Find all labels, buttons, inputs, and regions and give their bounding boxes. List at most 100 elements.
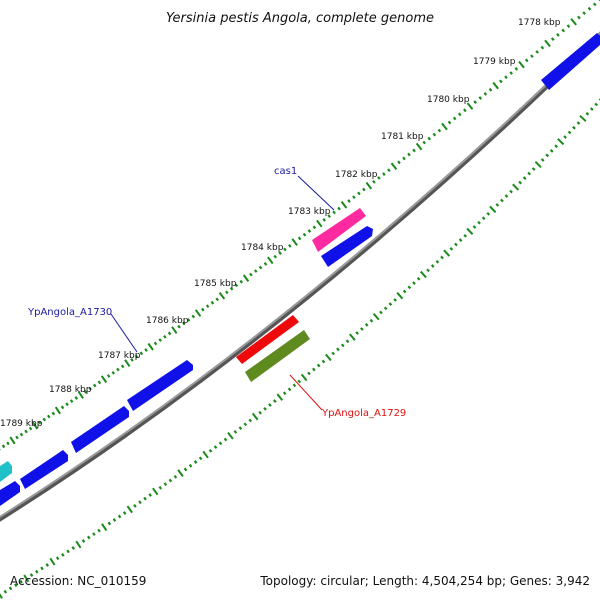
- scale-label-1782: 1782 kbp: [335, 170, 378, 180]
- outer-tick: [332, 210, 336, 215]
- gene-A1729-olive[interactable]: [245, 330, 310, 382]
- inner-tick: [251, 412, 259, 421]
- inner-tick: [509, 189, 513, 194]
- inner-tick: [534, 160, 542, 169]
- inner-tick: [557, 138, 565, 146]
- inner-tick: [336, 347, 340, 352]
- outer-tick: [544, 39, 551, 48]
- outer-tick: [191, 314, 196, 319]
- outer-tick: [357, 191, 361, 196]
- inner-tick: [152, 487, 159, 496]
- genome-title: Yersinia pestis Angola, complete genome: [166, 11, 434, 26]
- outer-tick: [100, 375, 108, 384]
- a1730-label[interactable]: YpAngola_A1730: [27, 307, 112, 318]
- inner-tick: [86, 535, 91, 540]
- inner-tick: [173, 474, 178, 479]
- outer-tick: [1, 444, 6, 449]
- inner-tick: [504, 194, 509, 198]
- inner-tick: [412, 281, 416, 285]
- outer-tick: [65, 402, 69, 407]
- inner-tick: [193, 460, 198, 464]
- cas1-leader-line: [297, 175, 335, 211]
- outer-tick: [273, 254, 277, 259]
- inner-tick: [92, 532, 96, 536]
- gene-cyan[interactable]: [0, 461, 12, 482]
- reverse-genes: [236, 315, 310, 382]
- outer-tick: [77, 391, 84, 399]
- inner-tick: [585, 112, 590, 116]
- outer-tick: [312, 225, 317, 230]
- gene-1786-blue[interactable]: [127, 360, 193, 411]
- scale-label-1789: 1789 kbp: [0, 419, 43, 429]
- inner-tick: [340, 343, 345, 348]
- inner-tick: [393, 298, 397, 302]
- outer-tick: [9, 436, 16, 445]
- inner-tick: [349, 333, 356, 341]
- inner-tick: [360, 327, 364, 331]
- outer-tick: [524, 58, 529, 63]
- outer-tick: [186, 318, 191, 322]
- gene-1789-blue[interactable]: [0, 481, 20, 506]
- outer-tick: [171, 326, 178, 334]
- outer-tick: [54, 406, 61, 415]
- outer-tick: [518, 60, 525, 69]
- gene-1787-blue[interactable]: [71, 406, 129, 453]
- gene-1778-blue[interactable]: [541, 33, 600, 90]
- inner-tick: [307, 371, 311, 376]
- inner-tick: [419, 270, 427, 279]
- outer-tick-track: [0, 0, 600, 451]
- inner-tick: [594, 102, 599, 107]
- gene-cas1-pink[interactable]: [312, 208, 366, 252]
- inner-tick-track: [0, 98, 600, 599]
- outer-tick: [83, 389, 88, 394]
- inner-tick: [292, 383, 297, 388]
- outer-tick: [377, 176, 381, 180]
- outer-tick: [134, 354, 139, 359]
- scale-label-1787: 1787 kbp: [98, 351, 141, 361]
- outer-tick: [97, 380, 102, 385]
- outer-tick: [577, 15, 581, 20]
- outer-tick: [437, 128, 442, 133]
- inner-tick: [407, 285, 412, 290]
- gene-1783-blue[interactable]: [321, 226, 373, 267]
- inner-tick: [572, 125, 576, 130]
- inner-tick: [396, 292, 404, 300]
- scale-label-1779: 1779 kbp: [473, 57, 516, 67]
- gene-1788-blue[interactable]: [20, 450, 68, 489]
- outer-tick: [28, 426, 33, 431]
- inner-tick: [463, 233, 468, 238]
- lower-genes: [0, 360, 193, 506]
- outer-tick: [492, 81, 499, 90]
- a1729-label[interactable]: YpAngola_A1729: [321, 408, 406, 419]
- outer-tick: [550, 37, 555, 41]
- cas1-label[interactable]: cas1: [274, 166, 297, 177]
- inner-tick: [466, 227, 474, 235]
- inner-tick: [300, 373, 308, 382]
- outer-tick: [422, 140, 426, 145]
- gene-A1729-red[interactable]: [236, 315, 299, 364]
- outer-tick: [42, 417, 47, 422]
- outer-tick: [540, 45, 545, 50]
- outer-tick: [288, 243, 292, 248]
- outer-tick: [182, 321, 186, 326]
- outer-tick: [139, 351, 144, 356]
- outer-tick: [427, 136, 432, 141]
- inner-tick: [112, 518, 117, 522]
- genome-backbone-highlight: [0, 31, 600, 519]
- inner-tick: [454, 242, 458, 247]
- outer-tick: [382, 172, 386, 176]
- inner-tick: [66, 549, 70, 554]
- outer-tick: [15, 435, 19, 440]
- scale-label-1783: 1783 kbp: [288, 207, 331, 217]
- scale-labels: 1778 kbp 1779 kbp 1780 kbp 1781 kbp 1782…: [0, 18, 561, 429]
- outer-tick: [106, 374, 111, 378]
- outer-tick: [92, 383, 97, 388]
- outer-tick: [473, 100, 477, 104]
- inner-tick: [143, 496, 147, 501]
- inner-tick: [49, 557, 56, 566]
- a1730-leader-line: [110, 313, 138, 353]
- inner-tick: [276, 393, 284, 401]
- inner-tick: [531, 167, 536, 171]
- inner-tick: [369, 318, 374, 323]
- inner-tick: [435, 259, 440, 264]
